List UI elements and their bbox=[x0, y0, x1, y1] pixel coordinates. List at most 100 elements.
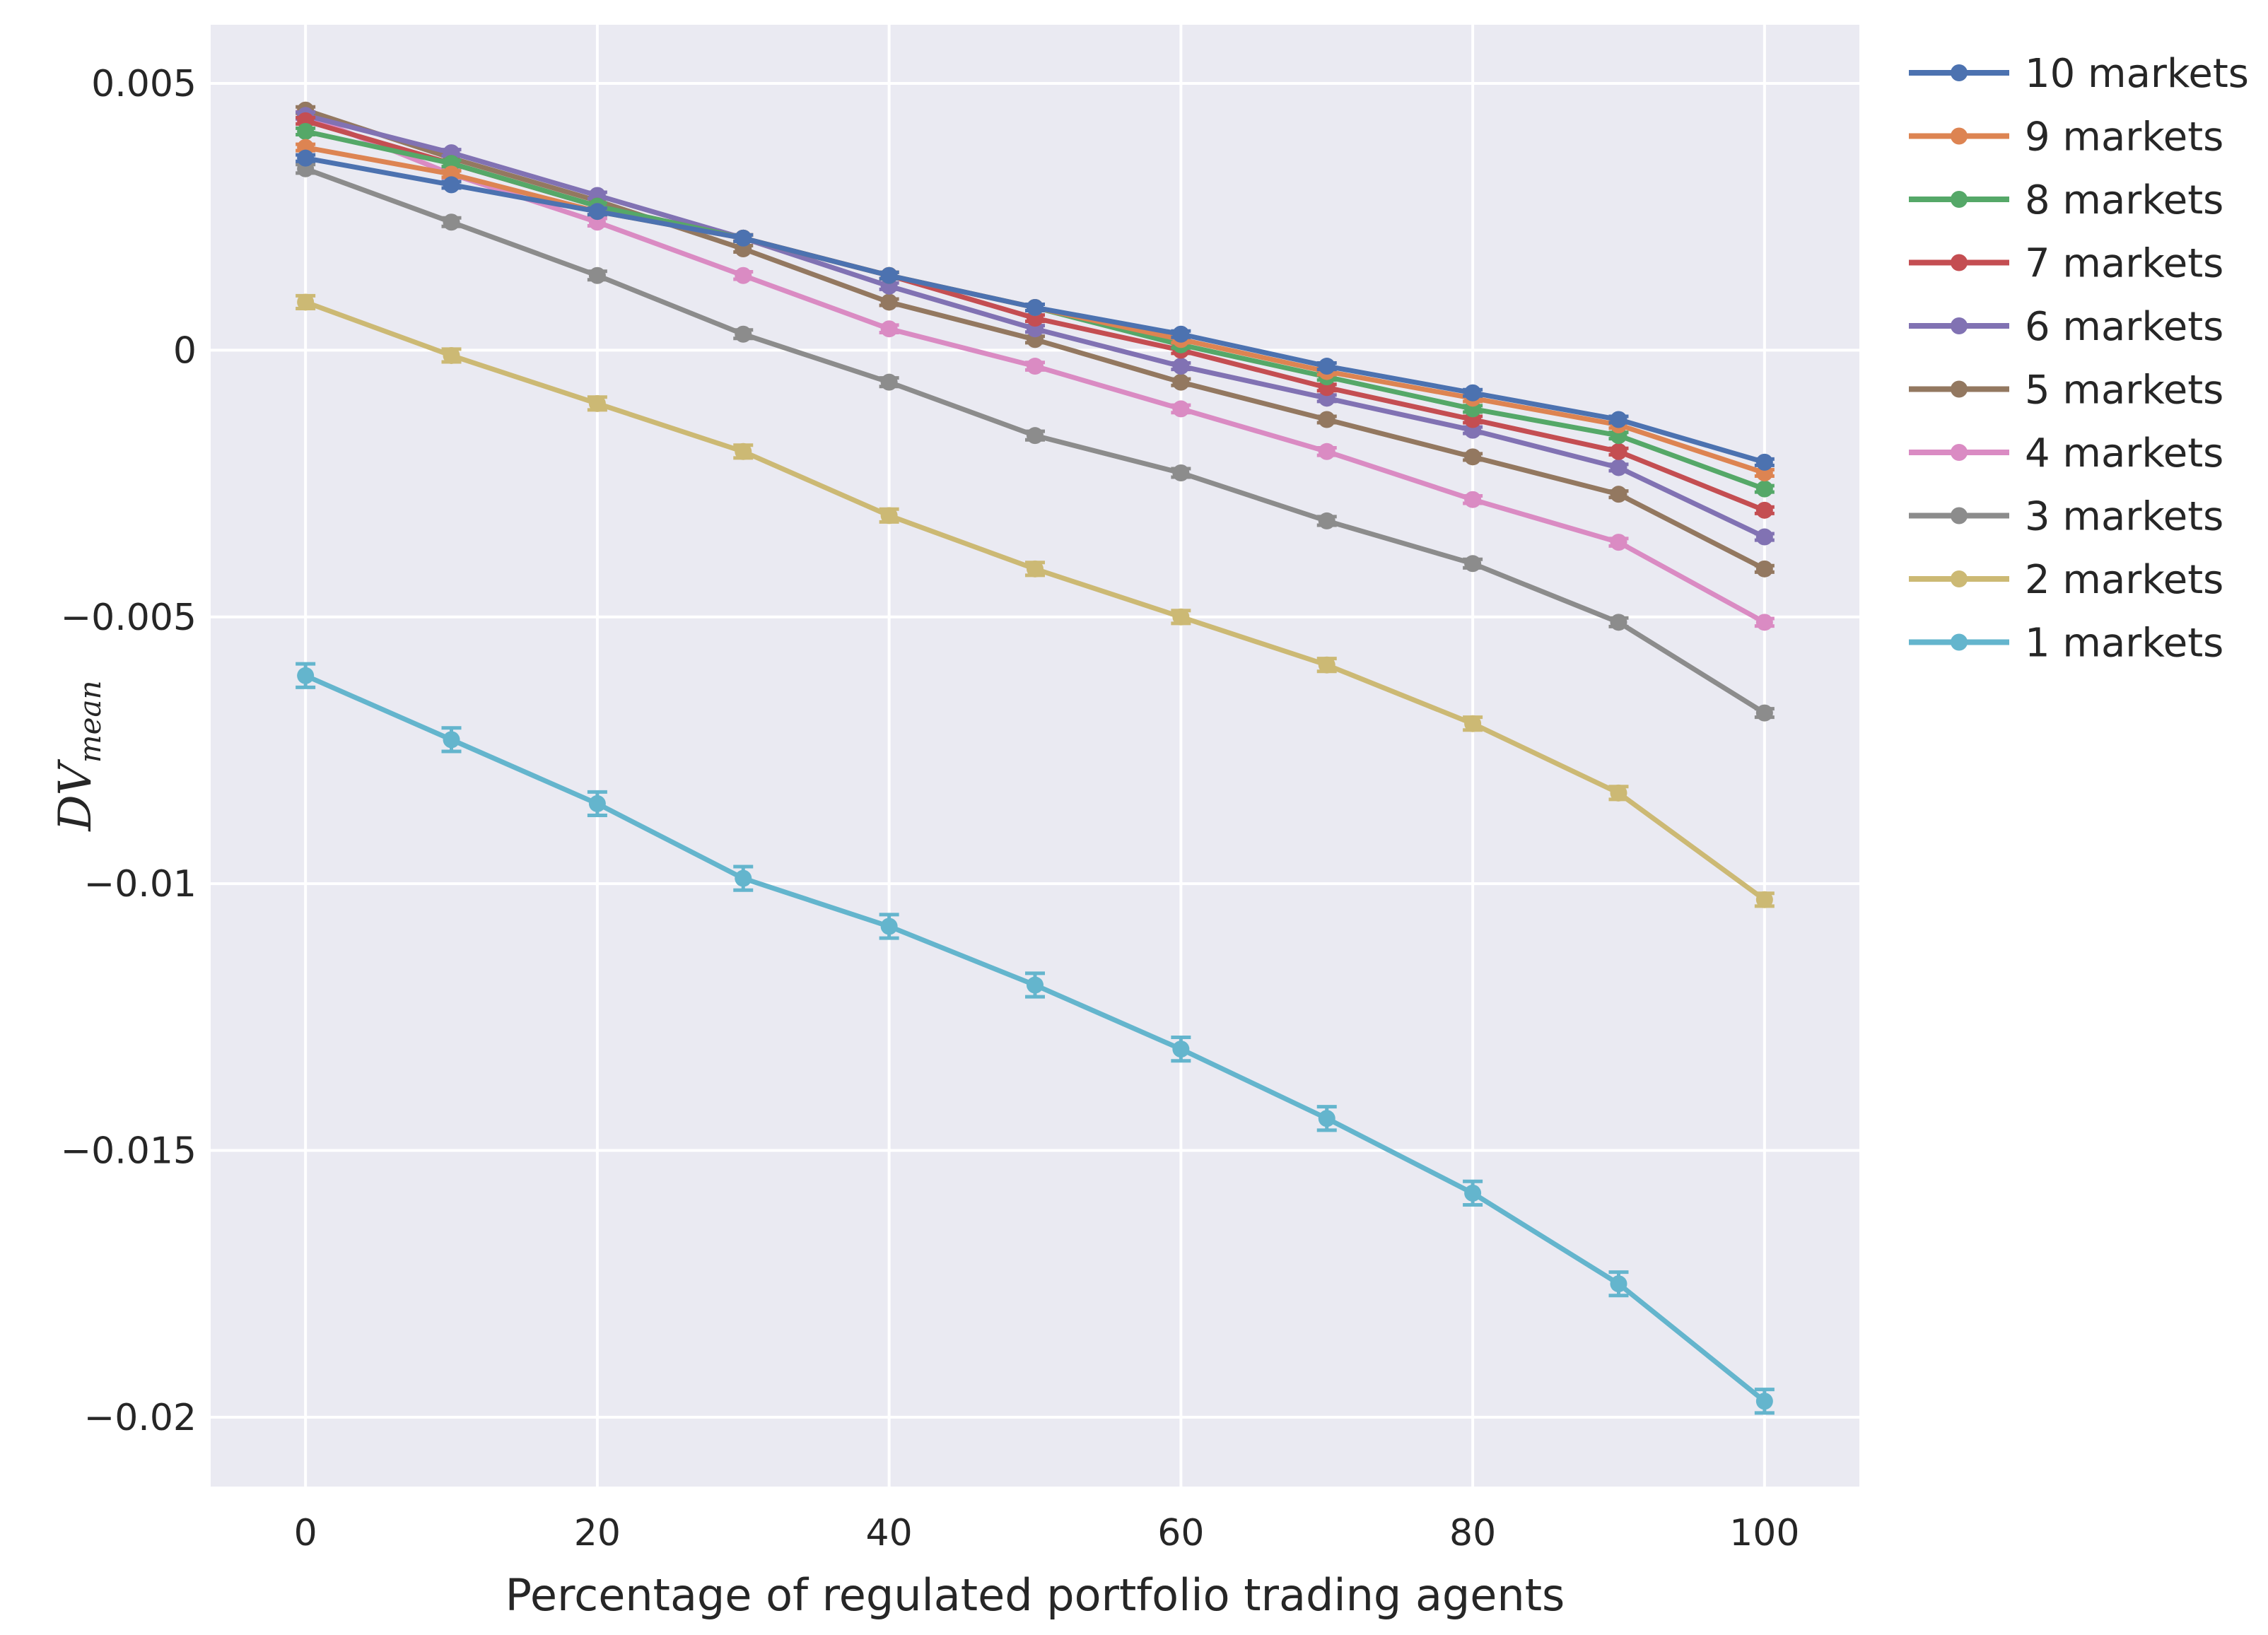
data-point bbox=[588, 266, 606, 284]
data-point bbox=[1755, 528, 1773, 546]
data-point bbox=[297, 293, 315, 311]
legend-marker bbox=[1951, 507, 1968, 525]
legend-label: 2 markets bbox=[2025, 557, 2223, 603]
x-tick-label: 40 bbox=[866, 1512, 913, 1554]
data-point bbox=[1172, 358, 1190, 375]
data-point bbox=[1172, 464, 1190, 481]
x-ticks: 0 20 40 60 80 100 bbox=[294, 1512, 1800, 1554]
legend-item: 3 markets bbox=[1909, 494, 2223, 540]
data-point bbox=[1172, 400, 1190, 418]
data-point bbox=[443, 213, 460, 231]
data-point bbox=[880, 320, 898, 338]
data-point bbox=[588, 795, 606, 812]
legend-marker bbox=[1951, 191, 1968, 208]
data-point bbox=[1027, 358, 1044, 375]
data-point bbox=[1755, 704, 1773, 722]
data-point bbox=[297, 149, 315, 167]
legend-item: 6 markets bbox=[1909, 304, 2223, 350]
legend-label: 9 markets bbox=[2025, 115, 2223, 160]
data-point bbox=[1755, 453, 1773, 471]
legend-label: 8 markets bbox=[2025, 177, 2223, 223]
data-point bbox=[1610, 614, 1627, 631]
data-point bbox=[443, 176, 460, 194]
data-point bbox=[1464, 384, 1482, 402]
data-point bbox=[1464, 555, 1482, 573]
data-point bbox=[1755, 614, 1773, 631]
data-point bbox=[588, 203, 606, 221]
data-point bbox=[1318, 1110, 1335, 1127]
x-tick-label: 80 bbox=[1449, 1512, 1496, 1554]
data-point bbox=[1755, 480, 1773, 498]
data-point bbox=[1318, 656, 1335, 674]
legend-marker bbox=[1951, 254, 1968, 271]
legend-marker bbox=[1951, 633, 1968, 651]
y-axis-title: DVmean bbox=[49, 680, 107, 831]
data-point bbox=[735, 229, 752, 247]
data-point bbox=[880, 266, 898, 284]
data-point bbox=[880, 373, 898, 391]
x-tick-label: 0 bbox=[294, 1512, 317, 1554]
legend-label: 5 markets bbox=[2025, 368, 2223, 414]
data-point bbox=[1027, 299, 1044, 317]
data-point bbox=[1172, 608, 1190, 626]
legend-label: 1 markets bbox=[2025, 621, 2223, 667]
legend-label: 10 markets bbox=[2025, 51, 2249, 97]
y-ticks: 0.005 0 −0.005 −0.01 −0.015 −0.02 bbox=[61, 63, 197, 1439]
legend-label: 4 markets bbox=[2025, 430, 2223, 476]
legend-item: 9 markets bbox=[1909, 115, 2223, 160]
y-tick-label: 0 bbox=[173, 329, 197, 372]
y-axis-title-main: DV bbox=[49, 758, 102, 831]
y-tick-label: −0.005 bbox=[61, 597, 197, 639]
legend-marker bbox=[1951, 444, 1968, 461]
data-point bbox=[1464, 715, 1482, 732]
data-point bbox=[1027, 560, 1044, 578]
data-point bbox=[1755, 560, 1773, 578]
data-point bbox=[443, 731, 460, 749]
data-point bbox=[443, 346, 460, 364]
legend-label: 6 markets bbox=[2025, 304, 2223, 350]
data-point bbox=[880, 293, 898, 311]
data-point bbox=[1318, 411, 1335, 428]
legend-item: 5 markets bbox=[1909, 368, 2223, 414]
y-axis-title-sub: mean bbox=[73, 680, 107, 763]
data-point bbox=[1464, 1184, 1482, 1202]
data-point bbox=[1755, 891, 1773, 908]
data-point bbox=[1755, 1393, 1773, 1410]
data-point bbox=[1610, 459, 1627, 476]
series-3-markets bbox=[296, 160, 1775, 722]
series-1-markets bbox=[296, 662, 1775, 1415]
data-point bbox=[1027, 976, 1044, 994]
data-point bbox=[880, 918, 898, 935]
data-point bbox=[1610, 784, 1627, 802]
legend-label: 7 markets bbox=[2025, 241, 2223, 287]
data-point bbox=[297, 122, 315, 140]
data-point bbox=[1318, 443, 1335, 460]
data-point bbox=[1172, 1041, 1190, 1058]
x-axis-title: Percentage of regulated portfolio tradin… bbox=[505, 1569, 1565, 1621]
legend-item: 8 markets bbox=[1909, 177, 2223, 223]
series-10-markets bbox=[296, 149, 1775, 471]
data-point bbox=[1610, 1275, 1627, 1293]
legend-item: 2 markets bbox=[1909, 557, 2223, 603]
data-point bbox=[1318, 358, 1335, 375]
data-point bbox=[1610, 534, 1627, 551]
data-point bbox=[297, 667, 315, 684]
series-2-markets bbox=[296, 293, 1775, 908]
data-point bbox=[735, 869, 752, 887]
y-tick-label: −0.02 bbox=[84, 1397, 197, 1439]
series-group bbox=[296, 101, 1775, 1415]
data-point bbox=[1172, 325, 1190, 343]
legend-marker bbox=[1951, 64, 1968, 81]
x-tick-label: 100 bbox=[1729, 1512, 1799, 1554]
data-point bbox=[1464, 448, 1482, 466]
legend-item: 4 markets bbox=[1909, 430, 2223, 476]
y-tick-label: 0.005 bbox=[91, 63, 197, 105]
data-point bbox=[1027, 427, 1044, 445]
y-tick-label: −0.015 bbox=[61, 1130, 197, 1173]
data-point bbox=[1610, 486, 1627, 503]
data-point bbox=[735, 443, 752, 460]
data-point bbox=[735, 266, 752, 284]
legend: 10 markets 9 markets 8 markets 7 markets 6 m… bbox=[1909, 51, 2249, 667]
legend-marker bbox=[1951, 127, 1968, 145]
legend-item: 1 markets bbox=[1909, 621, 2223, 667]
